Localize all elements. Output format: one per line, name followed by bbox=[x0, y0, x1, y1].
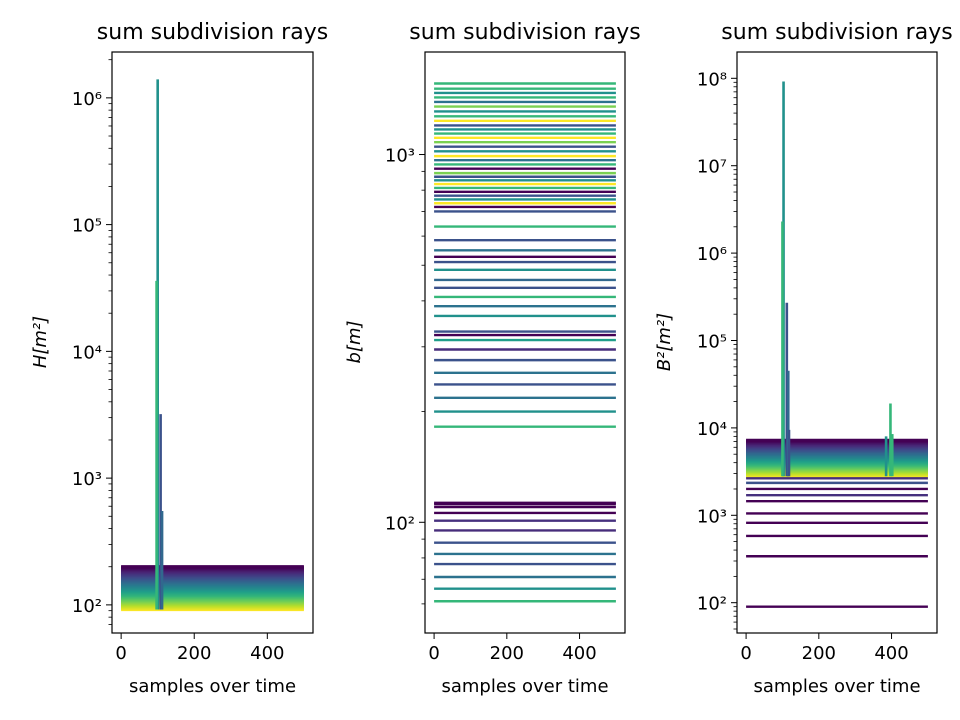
panel-1-ticks: 0 200 400 10² 10³ 10⁴ 10⁵ 10⁶ bbox=[72, 59, 284, 664]
y-tick-label: 10⁸ bbox=[697, 69, 727, 90]
x-tick-label: 400 bbox=[874, 643, 908, 664]
y-tick-label: 10³ bbox=[72, 469, 102, 490]
y-tick-label: 10³ bbox=[385, 146, 415, 167]
y-tick-label: 10⁵ bbox=[72, 216, 102, 237]
y-tick-label: 10² bbox=[72, 596, 102, 617]
y-tick-label: 10² bbox=[385, 513, 415, 534]
x-tick-label: 400 bbox=[562, 643, 596, 664]
panel-1-plot bbox=[121, 79, 304, 612]
x-tick-label: 0 bbox=[740, 643, 751, 664]
panel-2-xlabel: samples over time bbox=[441, 676, 608, 697]
panel-1-title: sum subdivision rays bbox=[97, 20, 328, 45]
panel-3-xlabel: samples over time bbox=[753, 676, 920, 697]
x-tick-label: 400 bbox=[250, 643, 284, 664]
x-tick-label: 0 bbox=[428, 643, 439, 664]
panel-2-ticks: 0 200 400 10² 10³ bbox=[385, 146, 597, 664]
panel-1-ylabel: H[m²] bbox=[30, 316, 51, 368]
y-tick-label: 10⁴ bbox=[72, 342, 102, 363]
x-tick-label: 200 bbox=[490, 643, 524, 664]
panel-2-title: sum subdivision rays bbox=[409, 20, 640, 45]
x-tick-label: 200 bbox=[802, 643, 836, 664]
y-tick-label: 10³ bbox=[697, 506, 727, 527]
panel-2-axes-frame bbox=[424, 51, 626, 634]
panel-3-ylabel: B²[m²] bbox=[654, 313, 675, 371]
panel-2-plot bbox=[434, 82, 616, 603]
x-tick-label: 0 bbox=[115, 643, 126, 664]
panel-3-title: sum subdivision rays bbox=[721, 20, 952, 45]
panel-2: 0 200 400 10² 10³ sum subdivision rays sampl… bbox=[344, 20, 641, 697]
panel-3-ticks: 0 200 400 10² 10³ 10⁴ 10⁵ 10⁶ 10⁷ 10⁸ bbox=[697, 69, 909, 664]
y-tick-label: 10⁴ bbox=[697, 419, 727, 440]
y-tick-label: 10⁷ bbox=[697, 157, 727, 178]
panel-3-plot bbox=[746, 81, 928, 608]
panel-2-ylabel: b[m] bbox=[344, 320, 365, 363]
y-tick-label: 10⁶ bbox=[72, 89, 102, 110]
y-tick-label: 10⁶ bbox=[697, 244, 727, 265]
y-tick-label: 10⁵ bbox=[697, 332, 727, 353]
panel-1-axes-frame bbox=[111, 51, 314, 634]
x-tick-label: 200 bbox=[177, 643, 211, 664]
panel-1: 0 200 400 10² 10³ 10⁴ 10⁵ 10⁶ sum subdivision r… bbox=[30, 20, 328, 697]
panel-3: 0 200 400 10² 10³ 10⁴ 10⁵ 10⁶ 10⁷ 10⁸ sum subdivi… bbox=[654, 20, 953, 697]
panel-1-xlabel: samples over time bbox=[129, 676, 296, 697]
y-tick-label: 10² bbox=[697, 594, 727, 615]
panel-3-axes-frame bbox=[736, 51, 938, 634]
